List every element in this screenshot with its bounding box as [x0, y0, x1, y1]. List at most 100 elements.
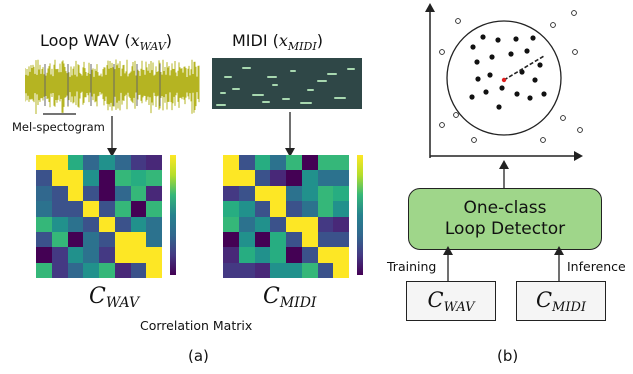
heatmap-cell — [114, 170, 131, 186]
heatmap-cell — [317, 201, 334, 217]
heatmap-cell — [99, 155, 115, 171]
caption-b: (b) — [497, 347, 519, 365]
heatmap-cell — [114, 185, 131, 202]
heatmap-cell — [99, 262, 115, 278]
inlier-point — [532, 77, 538, 83]
heatmap-cell — [254, 262, 271, 278]
one-class-loop-detector: One-class Loop Detector — [408, 188, 602, 250]
heatmap-cell — [114, 155, 131, 171]
heatmap-cell — [99, 185, 115, 202]
mel-label: Mel-spectogram — [12, 120, 105, 134]
wav-matrix-label: CWAV — [89, 284, 140, 311]
heatmap-cell — [317, 185, 334, 202]
center-dot — [501, 77, 507, 83]
outlier-point — [455, 18, 461, 24]
heatmap-cell — [301, 170, 318, 186]
heatmap-cell — [146, 170, 162, 186]
heatmap-cell — [333, 185, 349, 202]
heatmap-cell — [83, 262, 99, 278]
heatmap-cell — [333, 201, 349, 217]
heatmap-cell — [317, 216, 334, 232]
colorbar — [357, 155, 363, 275]
heatmap-cell — [270, 185, 286, 202]
heatmap-cell — [36, 170, 52, 186]
heatmap-cell — [333, 231, 349, 248]
heatmap-cell — [146, 185, 162, 202]
heatmap-cell — [36, 201, 52, 217]
inlier-point — [470, 44, 476, 50]
outlier-point — [471, 137, 477, 143]
heatmap-cell — [51, 216, 68, 232]
heatmap-cell — [51, 201, 68, 217]
heatmap-cell — [83, 185, 99, 202]
heatmap-cell — [238, 216, 255, 232]
midi-note — [327, 73, 337, 75]
midi-note — [232, 88, 240, 90]
midi-note — [220, 92, 226, 94]
outlier-point — [550, 22, 556, 28]
heatmap-cell — [51, 155, 68, 171]
heatmap-cell — [286, 262, 302, 278]
wav-title: Loop WAV (xWAV) — [40, 31, 172, 54]
inlier-point — [475, 76, 481, 82]
heatmap-cell — [130, 185, 147, 202]
heatmap-cell — [130, 201, 147, 217]
midi-input-box: CMIDI — [516, 281, 606, 321]
heatmap-cell — [51, 247, 68, 263]
correlation-matrix-label: Correlation Matrix — [140, 318, 253, 333]
heatmap-cell — [270, 170, 286, 186]
inlier-point — [527, 95, 533, 101]
heatmap-cell — [238, 201, 255, 217]
heatmap-cell — [223, 185, 239, 202]
midi-note — [307, 89, 314, 91]
heatmap-cell — [114, 231, 131, 248]
heatmap-cell — [254, 247, 271, 263]
heatmap-cell — [286, 170, 302, 186]
heatmap-cell — [333, 262, 349, 278]
heatmap-cell — [83, 216, 99, 232]
midi-note — [216, 104, 226, 106]
heatmap-cell — [51, 231, 68, 248]
midi-note — [347, 68, 355, 70]
heatmap-cell — [270, 231, 286, 248]
mel-bracket — [43, 113, 76, 115]
heatmap-cell — [317, 155, 334, 171]
inlier-point — [483, 89, 489, 95]
heatmap-cell — [254, 216, 271, 232]
inlier-point — [489, 54, 495, 60]
inlier-point — [513, 36, 519, 42]
embedding-plot — [425, 3, 583, 161]
heatmap-cell — [130, 170, 147, 186]
inlier-point — [487, 72, 493, 78]
heatmap-cell — [270, 247, 286, 263]
heatmap-cell — [286, 201, 302, 217]
heatmap-cell — [238, 247, 255, 263]
heatmap-cell — [67, 262, 84, 278]
midi-piano-roll — [212, 58, 362, 109]
heatmap-cell — [83, 247, 99, 263]
wav-input-box: CWAV — [406, 281, 496, 321]
heatmap-cell — [301, 155, 318, 171]
heatmap-cell — [223, 155, 239, 171]
heatmap-cell — [286, 216, 302, 232]
midi-note — [224, 76, 232, 78]
heatmap-cell — [67, 247, 84, 263]
heatmap-cell — [333, 155, 349, 171]
heatmap-cell — [301, 262, 318, 278]
inlier-point — [514, 91, 520, 97]
inlier-point — [474, 59, 480, 65]
outlier-point — [439, 49, 445, 55]
inlier-point — [480, 34, 486, 40]
heatmap-cell — [223, 216, 239, 232]
heatmap-cell — [223, 170, 239, 186]
heatmap-cell — [114, 262, 131, 278]
heatmap-cell — [99, 201, 115, 217]
heatmap-cell — [254, 155, 271, 171]
outlier-point — [572, 49, 578, 55]
arrow-training — [443, 246, 453, 282]
heatmap-cell — [36, 231, 52, 248]
heatmap-cell — [146, 155, 162, 171]
inlier-point — [524, 48, 530, 54]
heatmap-cell — [238, 170, 255, 186]
heatmap-cell — [317, 170, 334, 186]
